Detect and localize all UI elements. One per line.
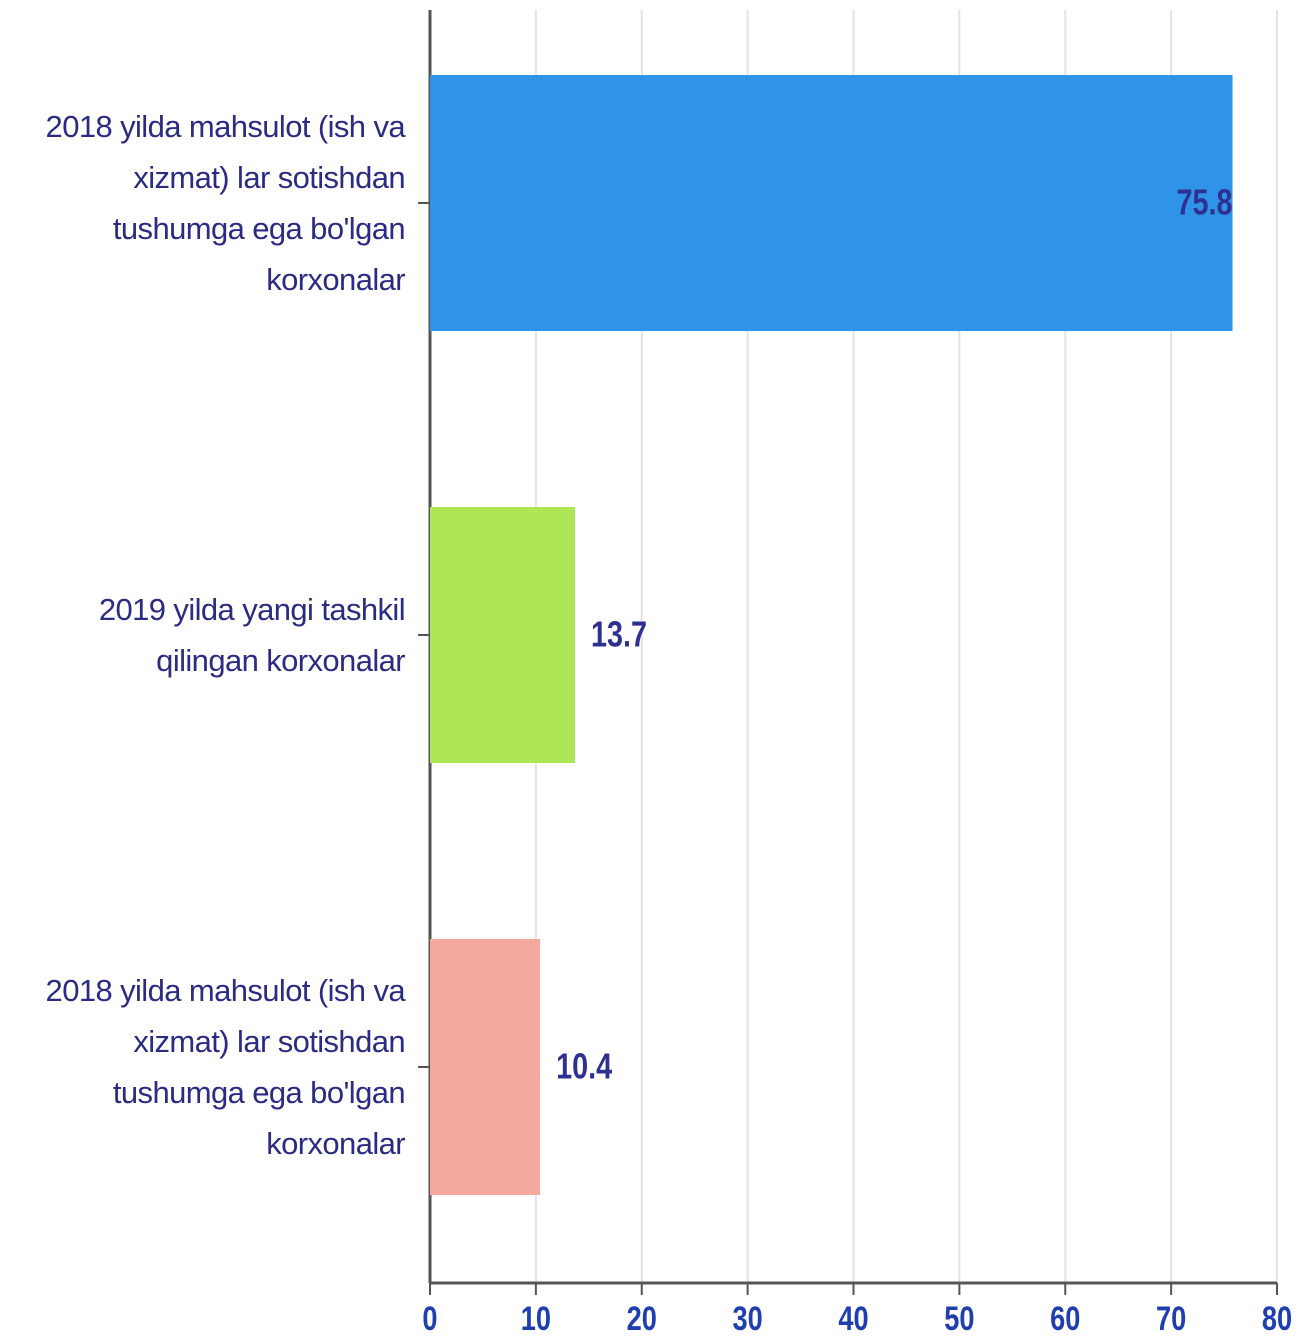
value-label: 13.7 xyxy=(591,613,647,654)
value-label: 10.4 xyxy=(556,1045,612,1086)
x-tick-label: 50 xyxy=(944,1299,974,1338)
x-tick-label: 30 xyxy=(733,1299,763,1338)
bar xyxy=(430,507,576,763)
y-tick-label: 2018 yilda mahsulot (ish va xizmat) lar … xyxy=(45,109,406,297)
y-tick-label: 2019 yilda yangi tashkil qilingan korxon… xyxy=(98,592,406,678)
x-tick-label: 20 xyxy=(627,1299,657,1338)
x-tick-label: 80 xyxy=(1262,1299,1292,1338)
x-tick-label: 0 xyxy=(422,1299,437,1338)
y-tick-label: 2018 yilda mahsulot (ish va xizmat) lar … xyxy=(45,973,406,1161)
value-label: 75.8 xyxy=(1177,181,1233,222)
x-tick-label: 10 xyxy=(521,1299,551,1338)
x-tick-label: 70 xyxy=(1156,1299,1186,1338)
x-tick-label: 40 xyxy=(838,1299,868,1338)
bar xyxy=(430,939,541,1195)
bar xyxy=(430,75,1233,331)
x-tick-label: 60 xyxy=(1050,1299,1080,1338)
